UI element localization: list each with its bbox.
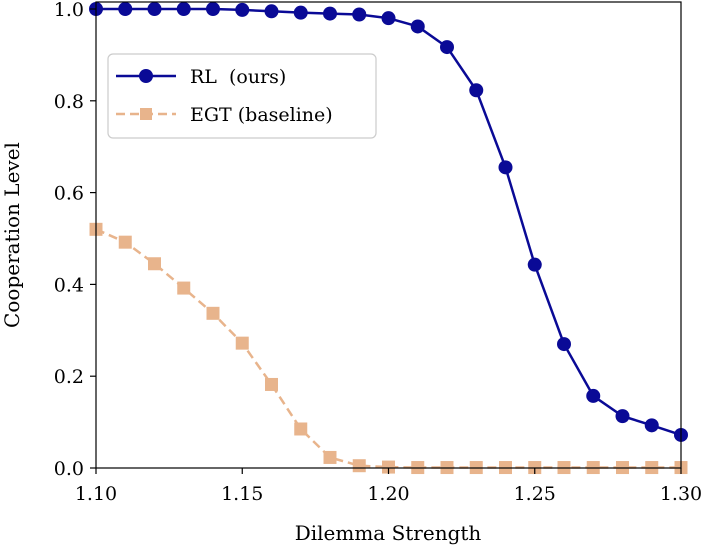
x-tick-label: 1.10 (75, 483, 117, 505)
y-axis-label: Cooperation Level (0, 142, 24, 328)
series-line-egt (95, 228, 681, 469)
data-point-rl (469, 83, 484, 98)
data-point-rl (557, 337, 571, 352)
data-point-egt (294, 422, 308, 436)
data-point-rl (293, 5, 308, 20)
data-point-rl (147, 2, 162, 16)
y-tick-label: 0.0 (54, 458, 84, 480)
data-point-rl (440, 40, 454, 55)
x-axis-label: Dilemma Strength (295, 521, 482, 545)
data-point-egt (323, 450, 337, 464)
legend-marker-rl (139, 69, 153, 83)
data-point-egt (177, 281, 191, 295)
legend-label-egt: EGT (baseline) (190, 104, 333, 126)
data-point-rl (323, 6, 337, 21)
data-point-egt (235, 336, 249, 350)
y-axis-ticks: 0.0 0.2 0.4 0.6 0.8 1.0 (54, 0, 96, 480)
data-point-rl (176, 2, 191, 16)
series-egt (89, 222, 688, 475)
data-point-rl (352, 7, 367, 22)
x-tick-label: 1.30 (660, 483, 702, 505)
series-layer (89, 2, 688, 475)
data-point-egt (206, 306, 220, 320)
y-tick-label: 0.6 (54, 183, 84, 205)
data-point-rl (498, 160, 513, 175)
y-tick-label: 1.0 (54, 0, 84, 21)
data-point-rl (118, 2, 133, 16)
x-tick-label: 1.20 (367, 483, 409, 505)
legend-marker-egt (140, 108, 152, 120)
x-tick-label: 1.15 (221, 483, 263, 505)
legend: RL (ours) EGT (baseline) (107, 53, 377, 139)
data-point-rl (381, 11, 396, 26)
x-tick-label: 1.25 (514, 483, 556, 505)
x-axis-ticks: 1.10 1.15 1.20 1.25 1.30 (75, 468, 702, 505)
y-tick-label: 0.2 (54, 366, 84, 388)
data-point-rl (410, 19, 425, 34)
data-point-rl (615, 409, 630, 424)
data-point-rl (527, 257, 542, 272)
data-point-rl (644, 418, 659, 433)
series-rl (89, 2, 688, 442)
data-point-egt (265, 377, 278, 391)
legend-label-rl: RL (ours) (190, 66, 286, 88)
data-point-rl (235, 2, 250, 17)
data-point-egt (382, 460, 395, 474)
y-tick-label: 0.8 (54, 91, 84, 113)
data-point-egt (118, 235, 132, 249)
y-tick-label: 0.4 (54, 274, 84, 296)
data-point-rl (586, 388, 601, 403)
data-point-egt (352, 459, 366, 473)
data-point-egt (148, 257, 161, 271)
data-point-rl (206, 2, 220, 16)
data-point-rl (264, 4, 279, 19)
